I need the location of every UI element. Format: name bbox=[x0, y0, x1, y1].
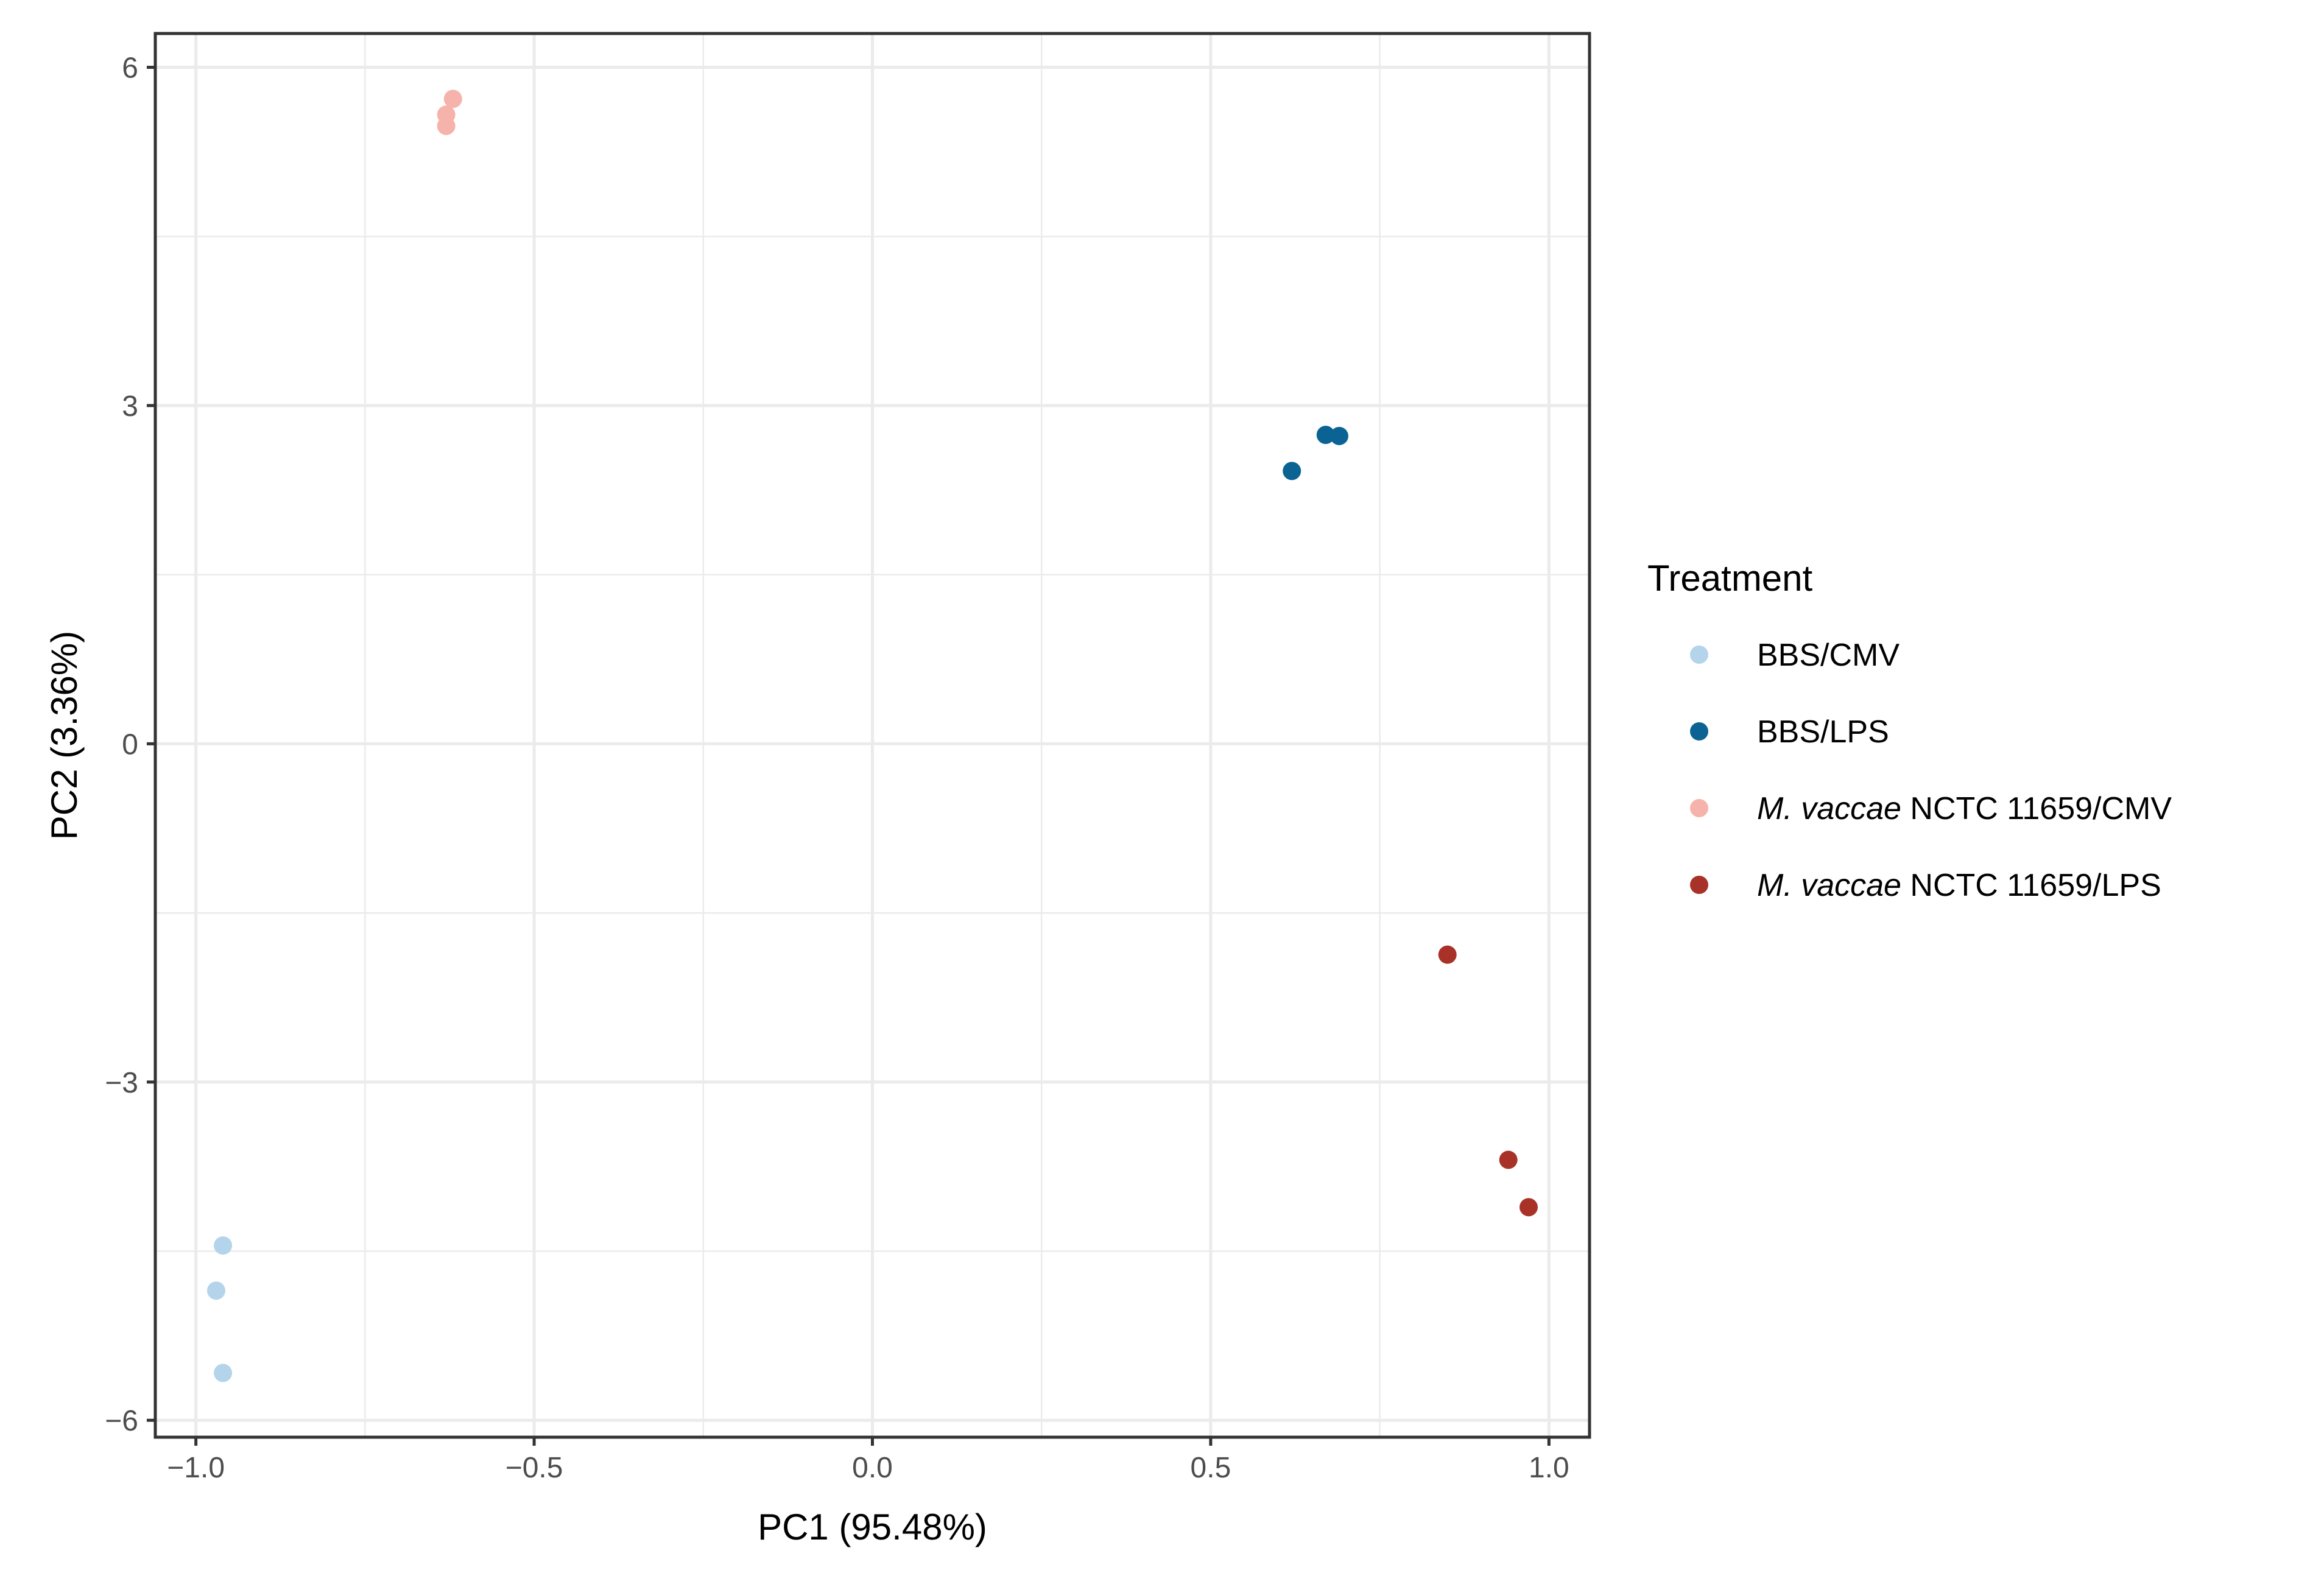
data-point bbox=[214, 1236, 233, 1255]
legend-key bbox=[1690, 876, 1708, 894]
x-tick-label: 1.0 bbox=[1529, 1452, 1569, 1484]
gridlines bbox=[155, 33, 1590, 1437]
y-tick-label: 0 bbox=[122, 728, 138, 761]
data-point bbox=[1438, 945, 1457, 964]
data-point bbox=[1283, 462, 1301, 480]
legend-title: Treatment bbox=[1647, 558, 1813, 599]
legend-key bbox=[1690, 799, 1708, 817]
y-tick-label: −3 bbox=[105, 1067, 138, 1099]
legend: Treatment BBS/CMV BBS/LPS M. vaccae NCTC 1… bbox=[1647, 558, 2172, 903]
axes: −1.0 −0.5 0.0 0.5 1.0 −6 −3 0 3 6 bbox=[105, 52, 1569, 1484]
data-points bbox=[206, 90, 1538, 1382]
legend-label: M. vaccae NCTC 11659/CMV bbox=[1757, 791, 2172, 826]
data-point bbox=[1519, 1198, 1538, 1217]
legend-label: M. vaccae NCTC 11659/LPS bbox=[1757, 868, 2161, 903]
legend-key bbox=[1690, 722, 1708, 741]
y-tick-label: 6 bbox=[122, 52, 138, 85]
x-tick-label: −0.5 bbox=[505, 1452, 563, 1484]
x-tick-label: 0.5 bbox=[1191, 1452, 1231, 1484]
legend-label: BBS/CMV bbox=[1757, 638, 1900, 673]
data-point bbox=[1499, 1150, 1518, 1169]
data-point bbox=[1329, 426, 1348, 445]
data-point bbox=[443, 90, 462, 108]
data-point bbox=[1316, 426, 1335, 445]
x-tick-label: −1.0 bbox=[167, 1452, 225, 1484]
data-point bbox=[206, 1281, 225, 1300]
data-point bbox=[214, 1364, 233, 1382]
legend-label: BBS/LPS bbox=[1757, 714, 1889, 750]
y-axis-title: PC2 (3.36%) bbox=[44, 631, 85, 840]
x-axis-title: PC1 (95.48%) bbox=[758, 1507, 987, 1547]
data-point bbox=[437, 105, 456, 124]
x-tick-label: 0.0 bbox=[852, 1452, 893, 1484]
y-tick-label: 3 bbox=[122, 390, 138, 423]
y-tick-label: −6 bbox=[105, 1405, 138, 1437]
legend-key bbox=[1690, 646, 1708, 664]
